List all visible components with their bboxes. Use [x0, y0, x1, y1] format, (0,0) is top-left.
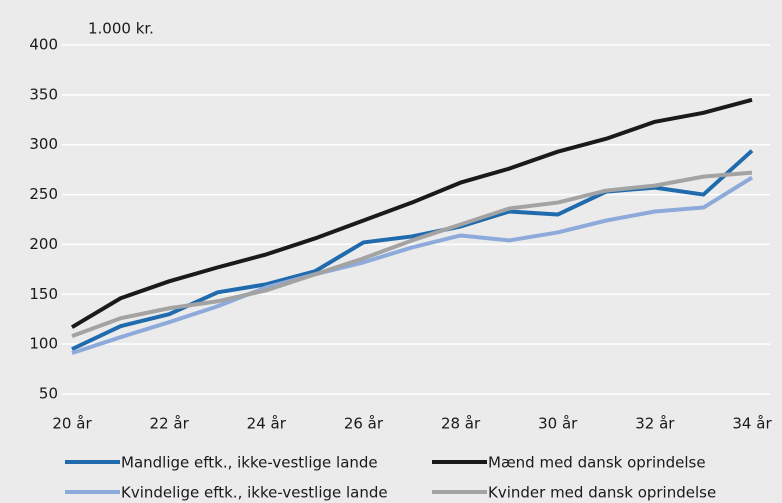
y-tick-label: 350 [29, 85, 58, 103]
legend-label: Mandlige eftk., ikke-vestlige lande [121, 454, 378, 472]
legend-label: Kvindelige eftk., ikke-vestlige lande [121, 484, 388, 502]
x-tick-label: 20 år [52, 415, 92, 433]
y-tick-label: 400 [29, 36, 58, 54]
x-tick-label: 30 år [538, 415, 578, 433]
y-tick-label: 200 [29, 235, 58, 253]
y-tick-label: 150 [29, 285, 58, 303]
y-tick-label: 250 [29, 185, 58, 203]
series-line [71, 170, 753, 339]
x-tick-label: 34 år [732, 415, 772, 433]
legend-label: Mænd med dansk oprindelse [488, 454, 706, 472]
series-line [70, 97, 753, 329]
y-unit-label: 1.000 kr. [88, 20, 154, 38]
series-line [71, 175, 754, 356]
y-tick-label: 50 [39, 385, 58, 403]
x-tick-label: 32 år [635, 415, 675, 433]
y-tick-label: 300 [29, 135, 58, 153]
x-tick-label: 22 år [150, 415, 190, 433]
x-tick-label: 28 år [441, 415, 481, 433]
x-tick-label: 26 år [344, 415, 384, 433]
y-tick-label: 100 [29, 335, 58, 353]
legend-label: Kvinder med dansk oprindelse [488, 484, 716, 502]
x-tick-label: 24 år [247, 415, 287, 433]
